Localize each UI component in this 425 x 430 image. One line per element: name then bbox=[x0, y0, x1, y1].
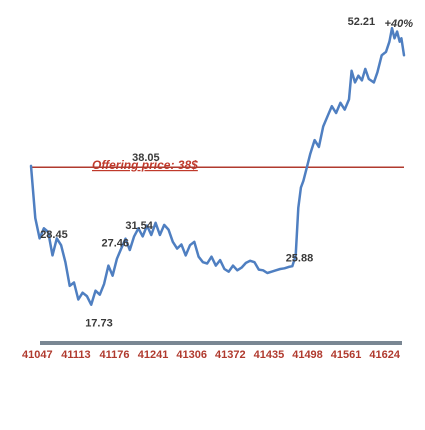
x-tick-label-6: 41435 bbox=[254, 349, 285, 361]
data-label-3: 27.46 bbox=[102, 238, 130, 250]
x-tick-label-3: 41241 bbox=[138, 349, 169, 361]
pct-change-label: +40% bbox=[385, 18, 414, 30]
x-tick-label-2: 41176 bbox=[100, 349, 130, 361]
x-tick-label-7: 41498 bbox=[292, 349, 323, 361]
data-label-1: 31.54 bbox=[125, 220, 153, 232]
data-label-0: 38.05 bbox=[132, 152, 160, 164]
data-label-2: 28.45 bbox=[40, 229, 68, 241]
offering-price-label: Offering price: 38$ bbox=[92, 158, 198, 172]
x-tick-label-5: 41372 bbox=[215, 349, 246, 361]
x-tick-label-4: 41306 bbox=[176, 349, 207, 361]
x-tick-label-1: 41113 bbox=[61, 349, 90, 361]
x-tick-label-8: 41561 bbox=[331, 349, 362, 361]
data-label-4: 25.88 bbox=[286, 252, 314, 264]
series-line bbox=[29, 26, 406, 306]
x-tick-label-0: 41047 bbox=[22, 349, 53, 361]
x-tick-label-9: 41624 bbox=[369, 349, 400, 361]
x-tick-group: 41047 41113 41176 41241 41306 41372 41435 41498… bbox=[22, 349, 401, 361]
data-label-5: 17.73 bbox=[85, 318, 113, 330]
x-axis-band bbox=[40, 341, 402, 345]
data-label-6: 52.21 bbox=[348, 16, 376, 28]
